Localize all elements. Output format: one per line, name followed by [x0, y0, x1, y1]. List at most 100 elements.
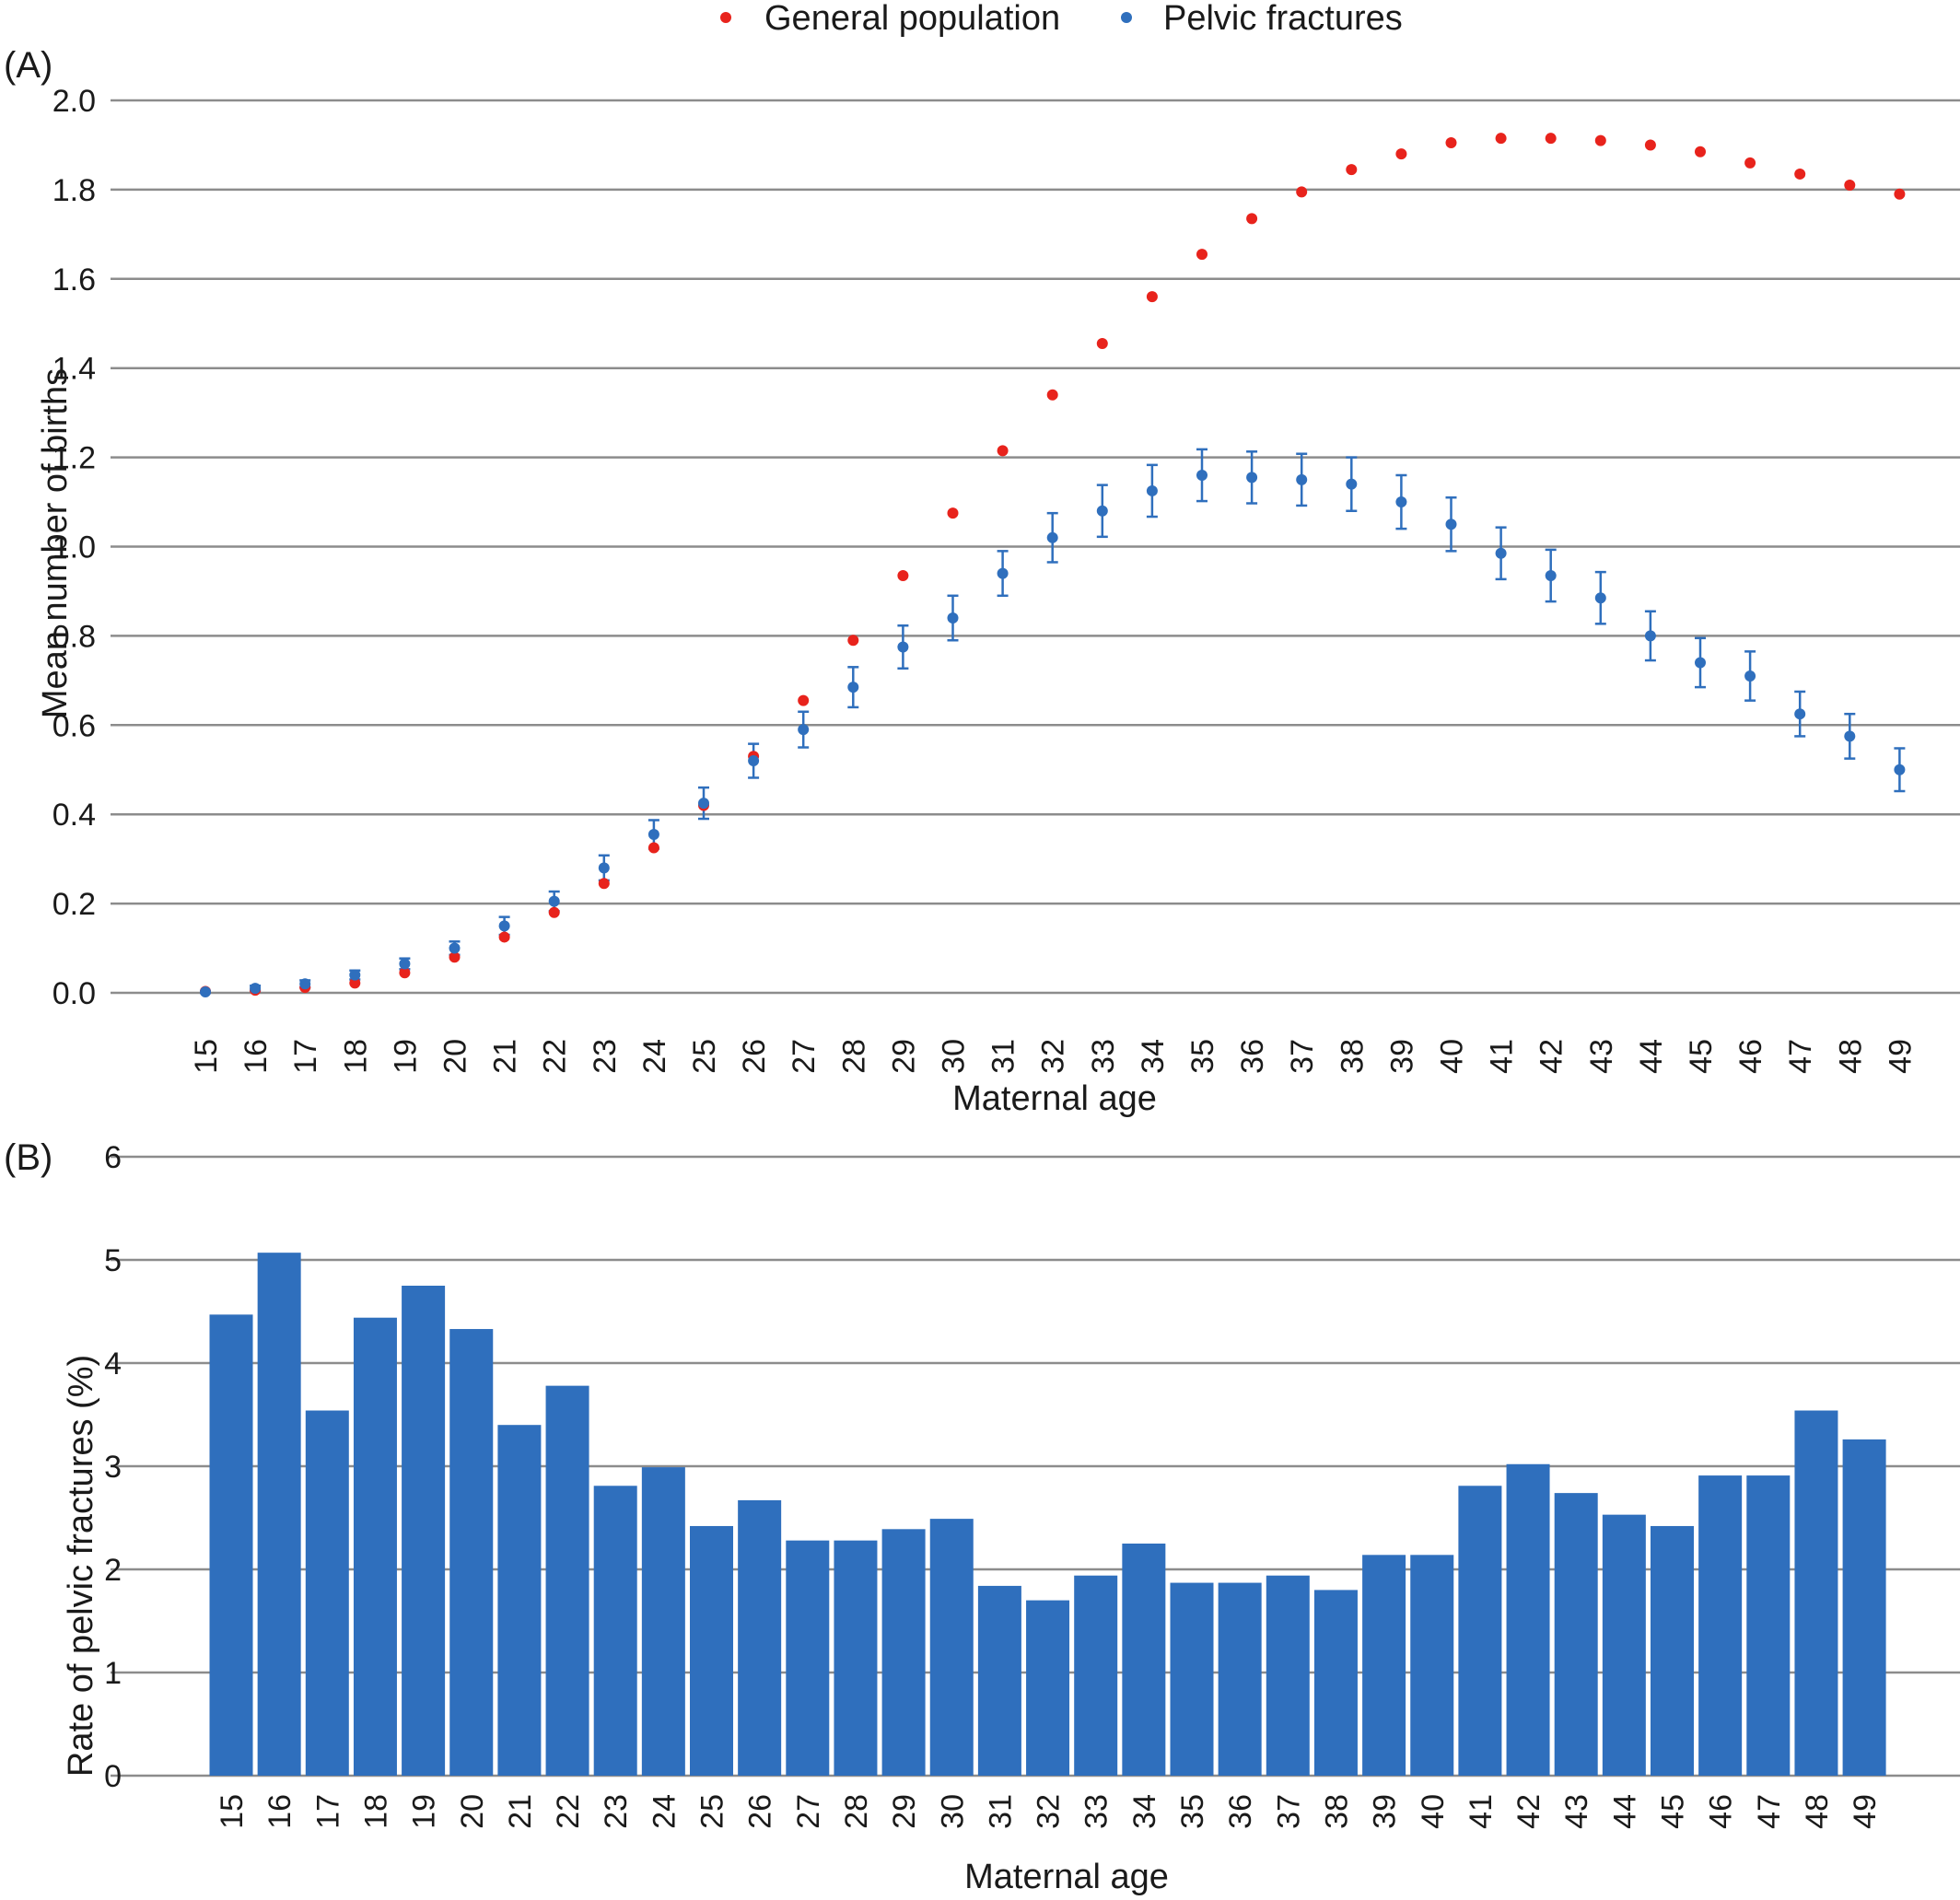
- point-pelvic-fractures: [1296, 473, 1308, 485]
- bar: [1074, 1575, 1118, 1776]
- x-tick-label: 41: [1485, 1039, 1520, 1074]
- x-tick-label: 31: [986, 1039, 1021, 1074]
- point-pelvic-fractures: [648, 829, 659, 841]
- bar: [690, 1525, 733, 1776]
- point-general-population: [1744, 157, 1756, 169]
- x-tick-label: 47: [1752, 1794, 1787, 1829]
- panel-b-x-axis-title: Maternal age: [964, 1858, 1169, 1896]
- x-tick-label: 32: [1036, 1039, 1071, 1074]
- x-tick-label: 15: [215, 1794, 250, 1829]
- point-pelvic-fractures: [698, 798, 709, 810]
- point-pelvic-fractures: [250, 983, 262, 995]
- bar: [1410, 1555, 1454, 1776]
- x-tick-label: 41: [1464, 1794, 1499, 1829]
- point-general-population: [449, 951, 461, 963]
- point-general-population: [548, 906, 560, 918]
- x-tick-label: 31: [983, 1794, 1018, 1829]
- point-general-population: [498, 931, 510, 943]
- point-general-population: [1196, 249, 1208, 261]
- x-tick-label: 22: [551, 1794, 586, 1829]
- legend-marker-pelvic-fractures: [1121, 12, 1132, 23]
- bar: [834, 1540, 878, 1776]
- panel-b-x-ticks: 15 16 17 18 19 20 21 22 23 24 25 26 27 28 29 30 31 32 33 34…: [215, 1794, 1883, 1829]
- x-tick-label: 25: [695, 1794, 730, 1829]
- x-tick-label: 15: [189, 1039, 224, 1074]
- bar: [497, 1425, 542, 1776]
- point-general-population: [1495, 133, 1507, 145]
- y-tick-label: 1.0: [52, 530, 96, 565]
- x-tick-label: 29: [886, 1039, 921, 1074]
- bar: [209, 1314, 253, 1776]
- bar: [1026, 1600, 1070, 1776]
- x-tick-label: 16: [239, 1039, 274, 1074]
- x-tick-label: 36: [1223, 1794, 1258, 1829]
- x-tick-label: 26: [743, 1794, 778, 1829]
- x-tick-label: 44: [1634, 1039, 1669, 1074]
- x-tick-label: 49: [1883, 1039, 1918, 1074]
- legend: General population Pelvic fractures: [720, 0, 1403, 38]
- x-tick-label: 23: [599, 1794, 634, 1829]
- x-tick-label: 19: [388, 1039, 423, 1074]
- x-tick-label: 20: [438, 1039, 473, 1074]
- x-tick-label: 22: [538, 1039, 573, 1074]
- x-tick-label: 28: [836, 1039, 871, 1074]
- x-tick-label: 26: [737, 1039, 772, 1074]
- x-tick-label: 40: [1435, 1039, 1470, 1074]
- x-tick-label: 47: [1783, 1039, 1818, 1074]
- x-tick-label: 27: [787, 1039, 822, 1074]
- point-pelvic-fractures: [798, 724, 810, 736]
- y-tick-label: 0.8: [52, 619, 96, 654]
- x-tick-label: 21: [503, 1794, 538, 1829]
- bar: [1313, 1590, 1358, 1776]
- x-tick-label: 37: [1271, 1794, 1306, 1829]
- panel-a-x-axis-title: Maternal age: [952, 1079, 1157, 1118]
- point-pelvic-fractures: [1744, 670, 1756, 682]
- bar: [257, 1253, 301, 1776]
- y-tick-label: 5: [104, 1243, 122, 1278]
- bar: [1362, 1555, 1406, 1776]
- bar: [1218, 1582, 1262, 1776]
- point-pelvic-fractures: [1495, 547, 1507, 559]
- bar: [738, 1499, 782, 1776]
- point-pelvic-fractures: [1445, 519, 1457, 530]
- point-general-population: [1794, 168, 1806, 180]
- point-general-population: [1445, 137, 1457, 149]
- point-pelvic-fractures: [1844, 730, 1856, 742]
- point-general-population: [1296, 186, 1308, 198]
- y-tick-label: 2.0: [52, 84, 96, 119]
- y-tick-label: 0.4: [52, 798, 96, 833]
- x-tick-label: 34: [1127, 1794, 1162, 1829]
- point-general-population: [1246, 213, 1258, 225]
- point-pelvic-fractures: [1346, 478, 1358, 490]
- point-pelvic-fractures: [947, 612, 959, 624]
- point-pelvic-fractures: [548, 895, 560, 907]
- bar: [1698, 1475, 1743, 1776]
- point-pelvic-fractures: [299, 978, 311, 990]
- x-tick-label: 18: [338, 1039, 373, 1074]
- x-tick-label: 18: [358, 1794, 393, 1829]
- bar: [1842, 1439, 1886, 1776]
- bar: [449, 1329, 494, 1776]
- panel-label-a: (A): [4, 45, 52, 86]
- x-tick-label: 43: [1584, 1039, 1619, 1074]
- point-pelvic-fractures: [1246, 472, 1258, 484]
- x-tick-label: 30: [935, 1794, 970, 1829]
- point-general-population: [648, 842, 659, 854]
- y-tick-label: 6: [104, 1140, 122, 1175]
- bar: [593, 1486, 637, 1776]
- x-tick-label: 39: [1368, 1794, 1403, 1829]
- bar: [545, 1385, 589, 1776]
- point-general-population: [1146, 291, 1158, 303]
- bar: [1554, 1493, 1598, 1776]
- x-tick-label: 24: [647, 1794, 682, 1829]
- point-pelvic-fractures: [200, 986, 211, 998]
- y-tick-label: 0.0: [52, 976, 96, 1011]
- point-pelvic-fractures: [997, 567, 1009, 579]
- point-general-population: [798, 694, 810, 706]
- point-pelvic-fractures: [1794, 708, 1806, 720]
- x-tick-label: 25: [687, 1039, 722, 1074]
- x-tick-label: 43: [1559, 1794, 1594, 1829]
- bar: [977, 1585, 1021, 1776]
- point-pelvic-fractures: [1096, 505, 1108, 517]
